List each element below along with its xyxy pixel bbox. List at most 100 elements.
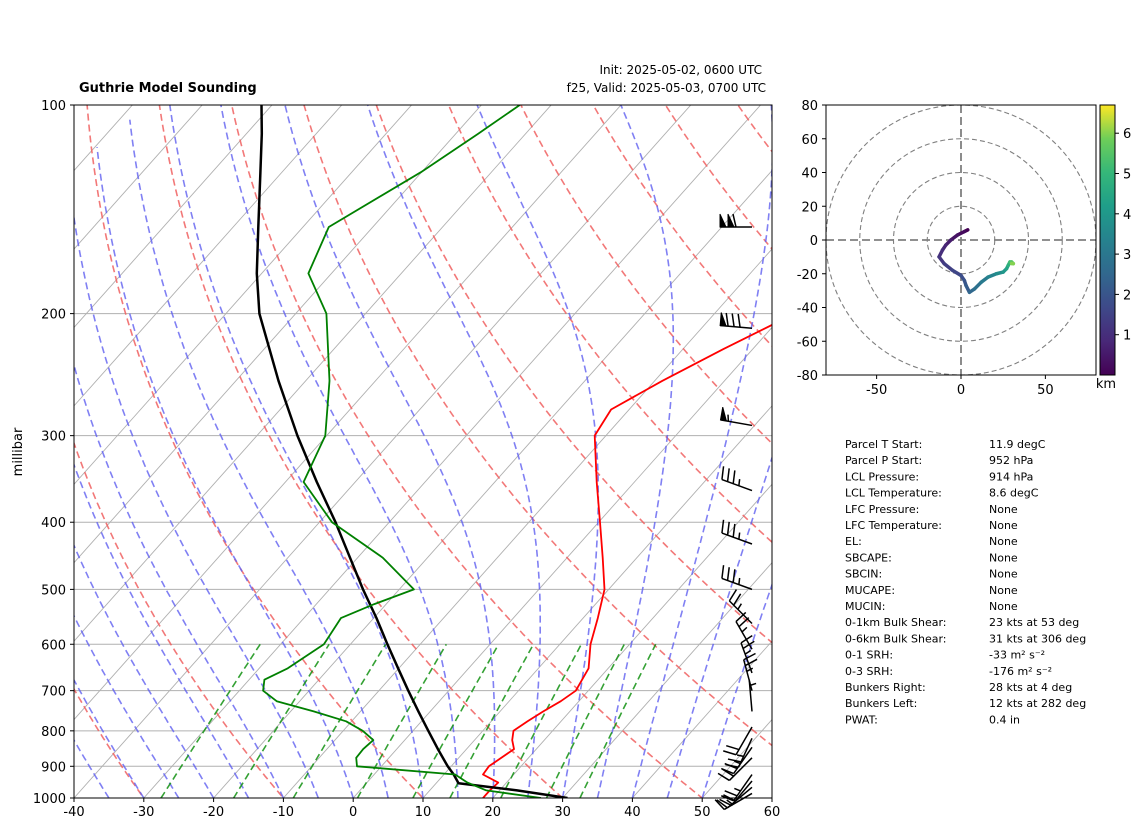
- isotherm-line: [0, 90, 356, 813]
- hodograph-y-tick-label: -40: [797, 302, 818, 317]
- hodograph-y-tick-label: 80: [801, 99, 818, 114]
- hodograph-x-tick-label: -50: [866, 383, 887, 398]
- parameter-label: 0-1 SRH:: [845, 649, 893, 662]
- hodograph-x-tick-label: 0: [957, 383, 965, 398]
- parameter-value: 914 hPa: [989, 470, 1033, 483]
- barb-pennant: [720, 407, 726, 421]
- parameter-label: 0-3 SRH:: [845, 665, 893, 678]
- moist-adiabat: [70, 184, 319, 798]
- y-tick-label: 1000: [33, 792, 66, 807]
- barb-flag: [726, 746, 739, 750]
- skewt-background-lines: [0, 90, 1142, 813]
- barb-shaft: [731, 781, 752, 806]
- isotherm-line: [131, 90, 775, 813]
- isotherm-line: [0, 90, 425, 813]
- parameter-value: 23 kts at 53 deg: [989, 616, 1079, 629]
- wind-barbs: [715, 214, 757, 809]
- parameter-value: None: [989, 519, 1018, 532]
- parameter-label: SBCAPE:: [845, 551, 892, 564]
- barb-half-flag: [739, 578, 740, 585]
- hodograph-y-tick-label: 40: [801, 167, 818, 182]
- barb-flag: [726, 313, 728, 326]
- parameter-label: LFC Temperature:: [845, 519, 942, 532]
- x-tick-label: 10: [415, 805, 432, 820]
- parameter-value: 8.6 degC: [989, 487, 1039, 500]
- parameter-value: None: [989, 551, 1018, 564]
- moist-adiabat: [43, 206, 283, 798]
- dry-adiabat: [228, 90, 720, 813]
- y-axis-label: millibar: [11, 427, 26, 476]
- parameter-label: Parcel P Start:: [845, 454, 922, 467]
- wind-barb: [715, 793, 752, 809]
- colorbar: [1100, 105, 1115, 375]
- barb-flag: [722, 565, 724, 578]
- barb-shaft: [734, 775, 752, 801]
- isotherm-line: [0, 90, 565, 813]
- parameter-value: 952 hPa: [989, 454, 1033, 467]
- parameter-value: None: [989, 568, 1018, 581]
- colorbar-tick-label: 1: [1123, 329, 1131, 344]
- barb-flag: [733, 569, 735, 582]
- parameter-value: 28 kts at 4 deg: [989, 681, 1072, 694]
- x-tick-label: -10: [273, 805, 294, 820]
- parcel-path-profile: [257, 105, 568, 798]
- parameter-label: MUCAPE:: [845, 584, 895, 597]
- y-tick-label: 100: [41, 99, 66, 114]
- y-tick-label: 200: [41, 308, 66, 323]
- hodograph-y-tick-label: 60: [801, 133, 818, 148]
- barb-flag: [728, 567, 730, 580]
- colorbar-tick-label: 5: [1123, 168, 1131, 183]
- barb-half-flag: [745, 651, 751, 655]
- mixing-ratio-line: [234, 644, 330, 798]
- hodograph-y-tick-label: -80: [797, 369, 818, 384]
- parameter-label: LFC Pressure:: [845, 503, 919, 516]
- mixing-ratio-line: [293, 644, 385, 798]
- parameter-value: 12 kts at 282 deg: [989, 697, 1086, 710]
- colorbar-tick-label: 2: [1123, 288, 1131, 303]
- hodograph-x-tick-label: 50: [1037, 383, 1054, 398]
- isotherm-line: [61, 90, 705, 813]
- x-tick-label: -20: [203, 805, 224, 820]
- barb-half-flag: [738, 604, 742, 610]
- parameter-label: Parcel T Start:: [845, 438, 922, 451]
- barb-flag: [729, 590, 736, 601]
- moist-adiabat: [0, 265, 214, 798]
- barb-half-flag: [737, 755, 744, 756]
- y-tick-label: 800: [41, 725, 66, 740]
- parameter-value: -33 m² s⁻²: [989, 649, 1045, 662]
- x-tick-label: -30: [133, 805, 154, 820]
- parameter-label: LCL Temperature:: [845, 487, 942, 500]
- mixing-ratio-line: [580, 644, 656, 798]
- barb-shaft: [736, 622, 752, 650]
- skewt-profiles: [257, 105, 1142, 798]
- colorbar-tick-label: 4: [1123, 208, 1131, 223]
- wind-barb: [720, 313, 752, 329]
- parameter-value: None: [989, 503, 1018, 516]
- barb-flag: [722, 466, 724, 479]
- y-tick-label: 500: [41, 583, 66, 598]
- hodograph-y-tick-label: 0: [810, 234, 818, 249]
- colorbar-tick-label: 6: [1123, 127, 1131, 142]
- parameter-value: None: [989, 535, 1018, 548]
- x-tick-label: 50: [694, 805, 711, 820]
- colorbar-unit-label: km: [1096, 377, 1116, 392]
- moist-adiabat: [632, 105, 772, 798]
- barb-flag: [736, 612, 746, 621]
- isotherm-line: [0, 90, 216, 813]
- parameter-label: Bunkers Right:: [845, 681, 926, 694]
- hodograph-y-tick-label: -60: [797, 335, 818, 350]
- mixing-ratio-line: [501, 644, 582, 798]
- barb-half-flag: [734, 788, 740, 790]
- isotherm-line: [0, 90, 7, 813]
- wind-barb: [720, 407, 752, 425]
- parameter-value: None: [989, 584, 1018, 597]
- dry-adiabat: [15, 90, 296, 813]
- y-tick-label: 600: [41, 638, 66, 653]
- wind-barb: [744, 653, 757, 690]
- skewt-frame: [74, 105, 772, 798]
- parameter-label: EL:: [845, 535, 862, 548]
